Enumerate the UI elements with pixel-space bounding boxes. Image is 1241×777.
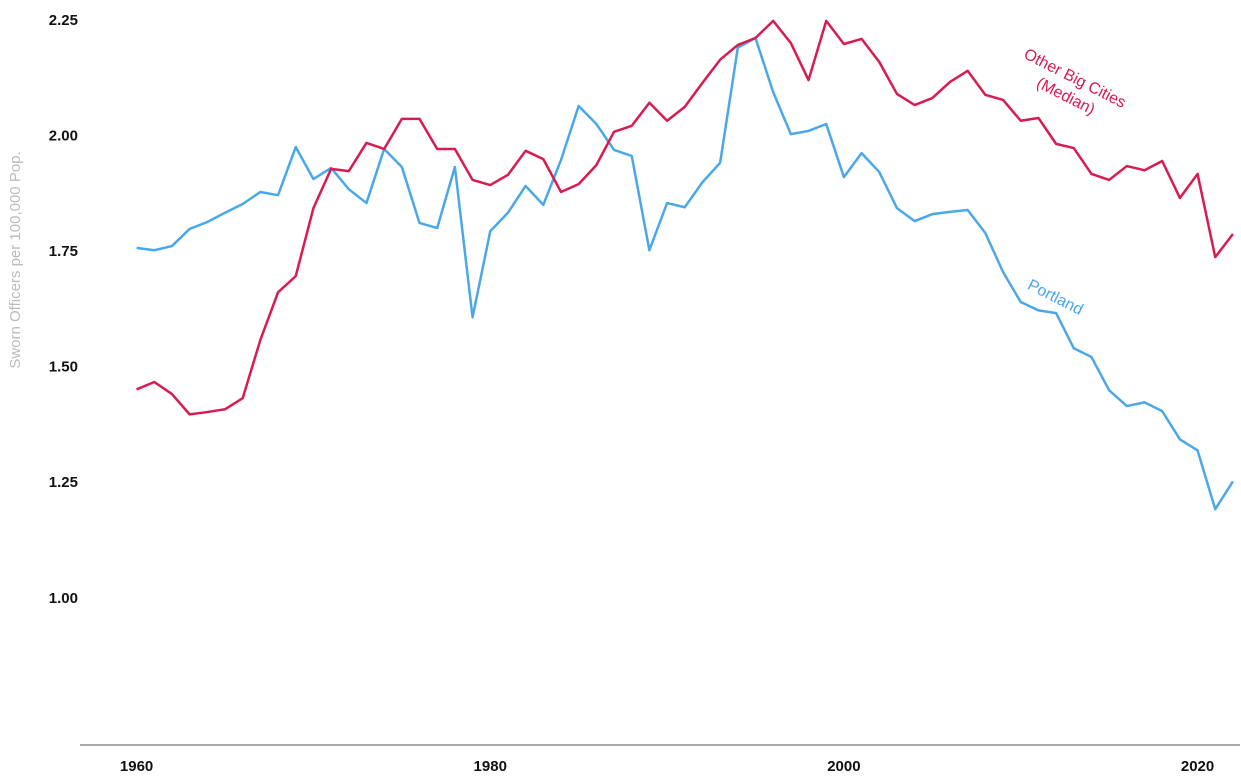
y-tick-label: 2.00 <box>49 127 78 144</box>
x-tick-label: 1980 <box>474 758 507 775</box>
y-tick-label: 1.25 <box>49 474 78 491</box>
x-tick-label: 2000 <box>827 758 860 775</box>
y-tick-label: 1.75 <box>49 243 78 260</box>
series-line <box>136 36 1234 511</box>
y-tick-label: 1.00 <box>49 590 78 607</box>
y-tick-label: 1.50 <box>49 359 78 376</box>
x-tick-label: 1960 <box>120 758 153 775</box>
annotation: Other Big Cities(Median) <box>1021 46 1129 119</box>
y-tick-label: 2.25 <box>49 12 78 29</box>
x-tick-label: 2020 <box>1181 758 1214 775</box>
series-line <box>136 19 1234 416</box>
y-axis-label: Sworn Officers per 100,000 Pop. <box>7 151 24 368</box>
